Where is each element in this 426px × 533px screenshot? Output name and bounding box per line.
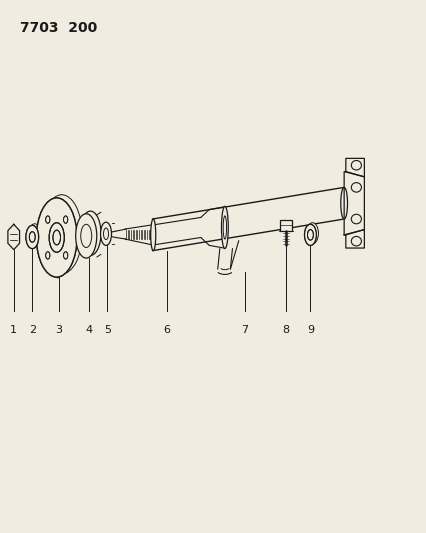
Ellipse shape xyxy=(41,195,82,274)
Text: 1: 1 xyxy=(10,325,17,335)
Ellipse shape xyxy=(29,224,41,247)
Text: 2: 2 xyxy=(29,325,36,335)
Ellipse shape xyxy=(150,219,155,251)
Ellipse shape xyxy=(304,224,316,245)
Ellipse shape xyxy=(36,198,77,277)
Text: 9: 9 xyxy=(306,325,313,335)
Ellipse shape xyxy=(304,224,316,245)
FancyBboxPatch shape xyxy=(279,220,291,231)
Ellipse shape xyxy=(340,188,347,219)
Text: 3: 3 xyxy=(55,325,62,335)
Ellipse shape xyxy=(351,214,360,224)
Text: 7703  200: 7703 200 xyxy=(20,21,97,35)
Text: 7: 7 xyxy=(241,325,248,335)
Ellipse shape xyxy=(26,225,38,248)
Text: 5: 5 xyxy=(104,325,110,335)
Ellipse shape xyxy=(351,160,360,170)
Ellipse shape xyxy=(351,183,360,192)
Polygon shape xyxy=(8,224,20,249)
Polygon shape xyxy=(343,172,363,235)
Ellipse shape xyxy=(26,225,38,248)
Polygon shape xyxy=(345,158,363,177)
Text: 6: 6 xyxy=(163,325,170,335)
Ellipse shape xyxy=(36,198,77,277)
Text: 4: 4 xyxy=(85,325,92,335)
Ellipse shape xyxy=(75,214,97,258)
Ellipse shape xyxy=(100,222,111,245)
Ellipse shape xyxy=(306,223,318,244)
Text: 8: 8 xyxy=(282,325,289,335)
Ellipse shape xyxy=(221,206,228,248)
Polygon shape xyxy=(345,230,363,248)
Ellipse shape xyxy=(351,237,360,246)
